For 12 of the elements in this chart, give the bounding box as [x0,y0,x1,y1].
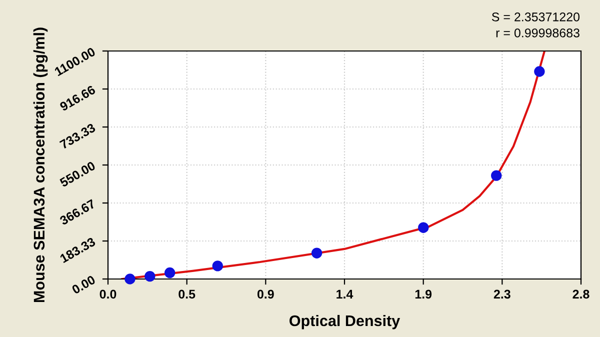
x-tick-label: 1.9 [415,290,432,299]
x-tick-label: 0.0 [100,290,116,299]
text: S = 2.35371220 [492,12,580,22]
x-tick-label: 2.3 [494,290,510,299]
x-tick-label: 0.9 [257,290,274,299]
x-tick-label: 1.4 [336,290,354,298]
x-axis-title: Optical Density [290,314,400,330]
x-tick-label: 0.5 [178,290,196,299]
text: r = 0.99998683 [496,28,580,38]
x-tick-label: 2.8 [572,290,590,299]
y-tick-label: 0.00 [71,275,96,294]
y-axis-title: Mouse SEMA3A concentration (pg/ml) [33,28,48,302]
